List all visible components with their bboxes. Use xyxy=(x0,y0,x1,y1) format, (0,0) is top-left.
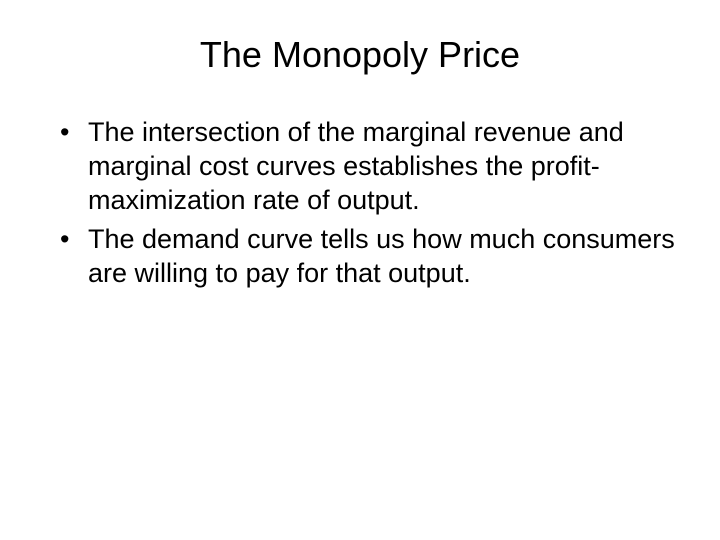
slide: The Monopoly Price The intersection of t… xyxy=(0,0,720,540)
slide-body: The intersection of the marginal revenue… xyxy=(40,116,680,291)
list-item: The intersection of the marginal revenue… xyxy=(60,116,680,217)
slide-title: The Monopoly Price xyxy=(40,30,680,76)
list-item: The demand curve tells us how much consu… xyxy=(60,223,680,291)
bullet-list: The intersection of the marginal revenue… xyxy=(60,116,680,291)
